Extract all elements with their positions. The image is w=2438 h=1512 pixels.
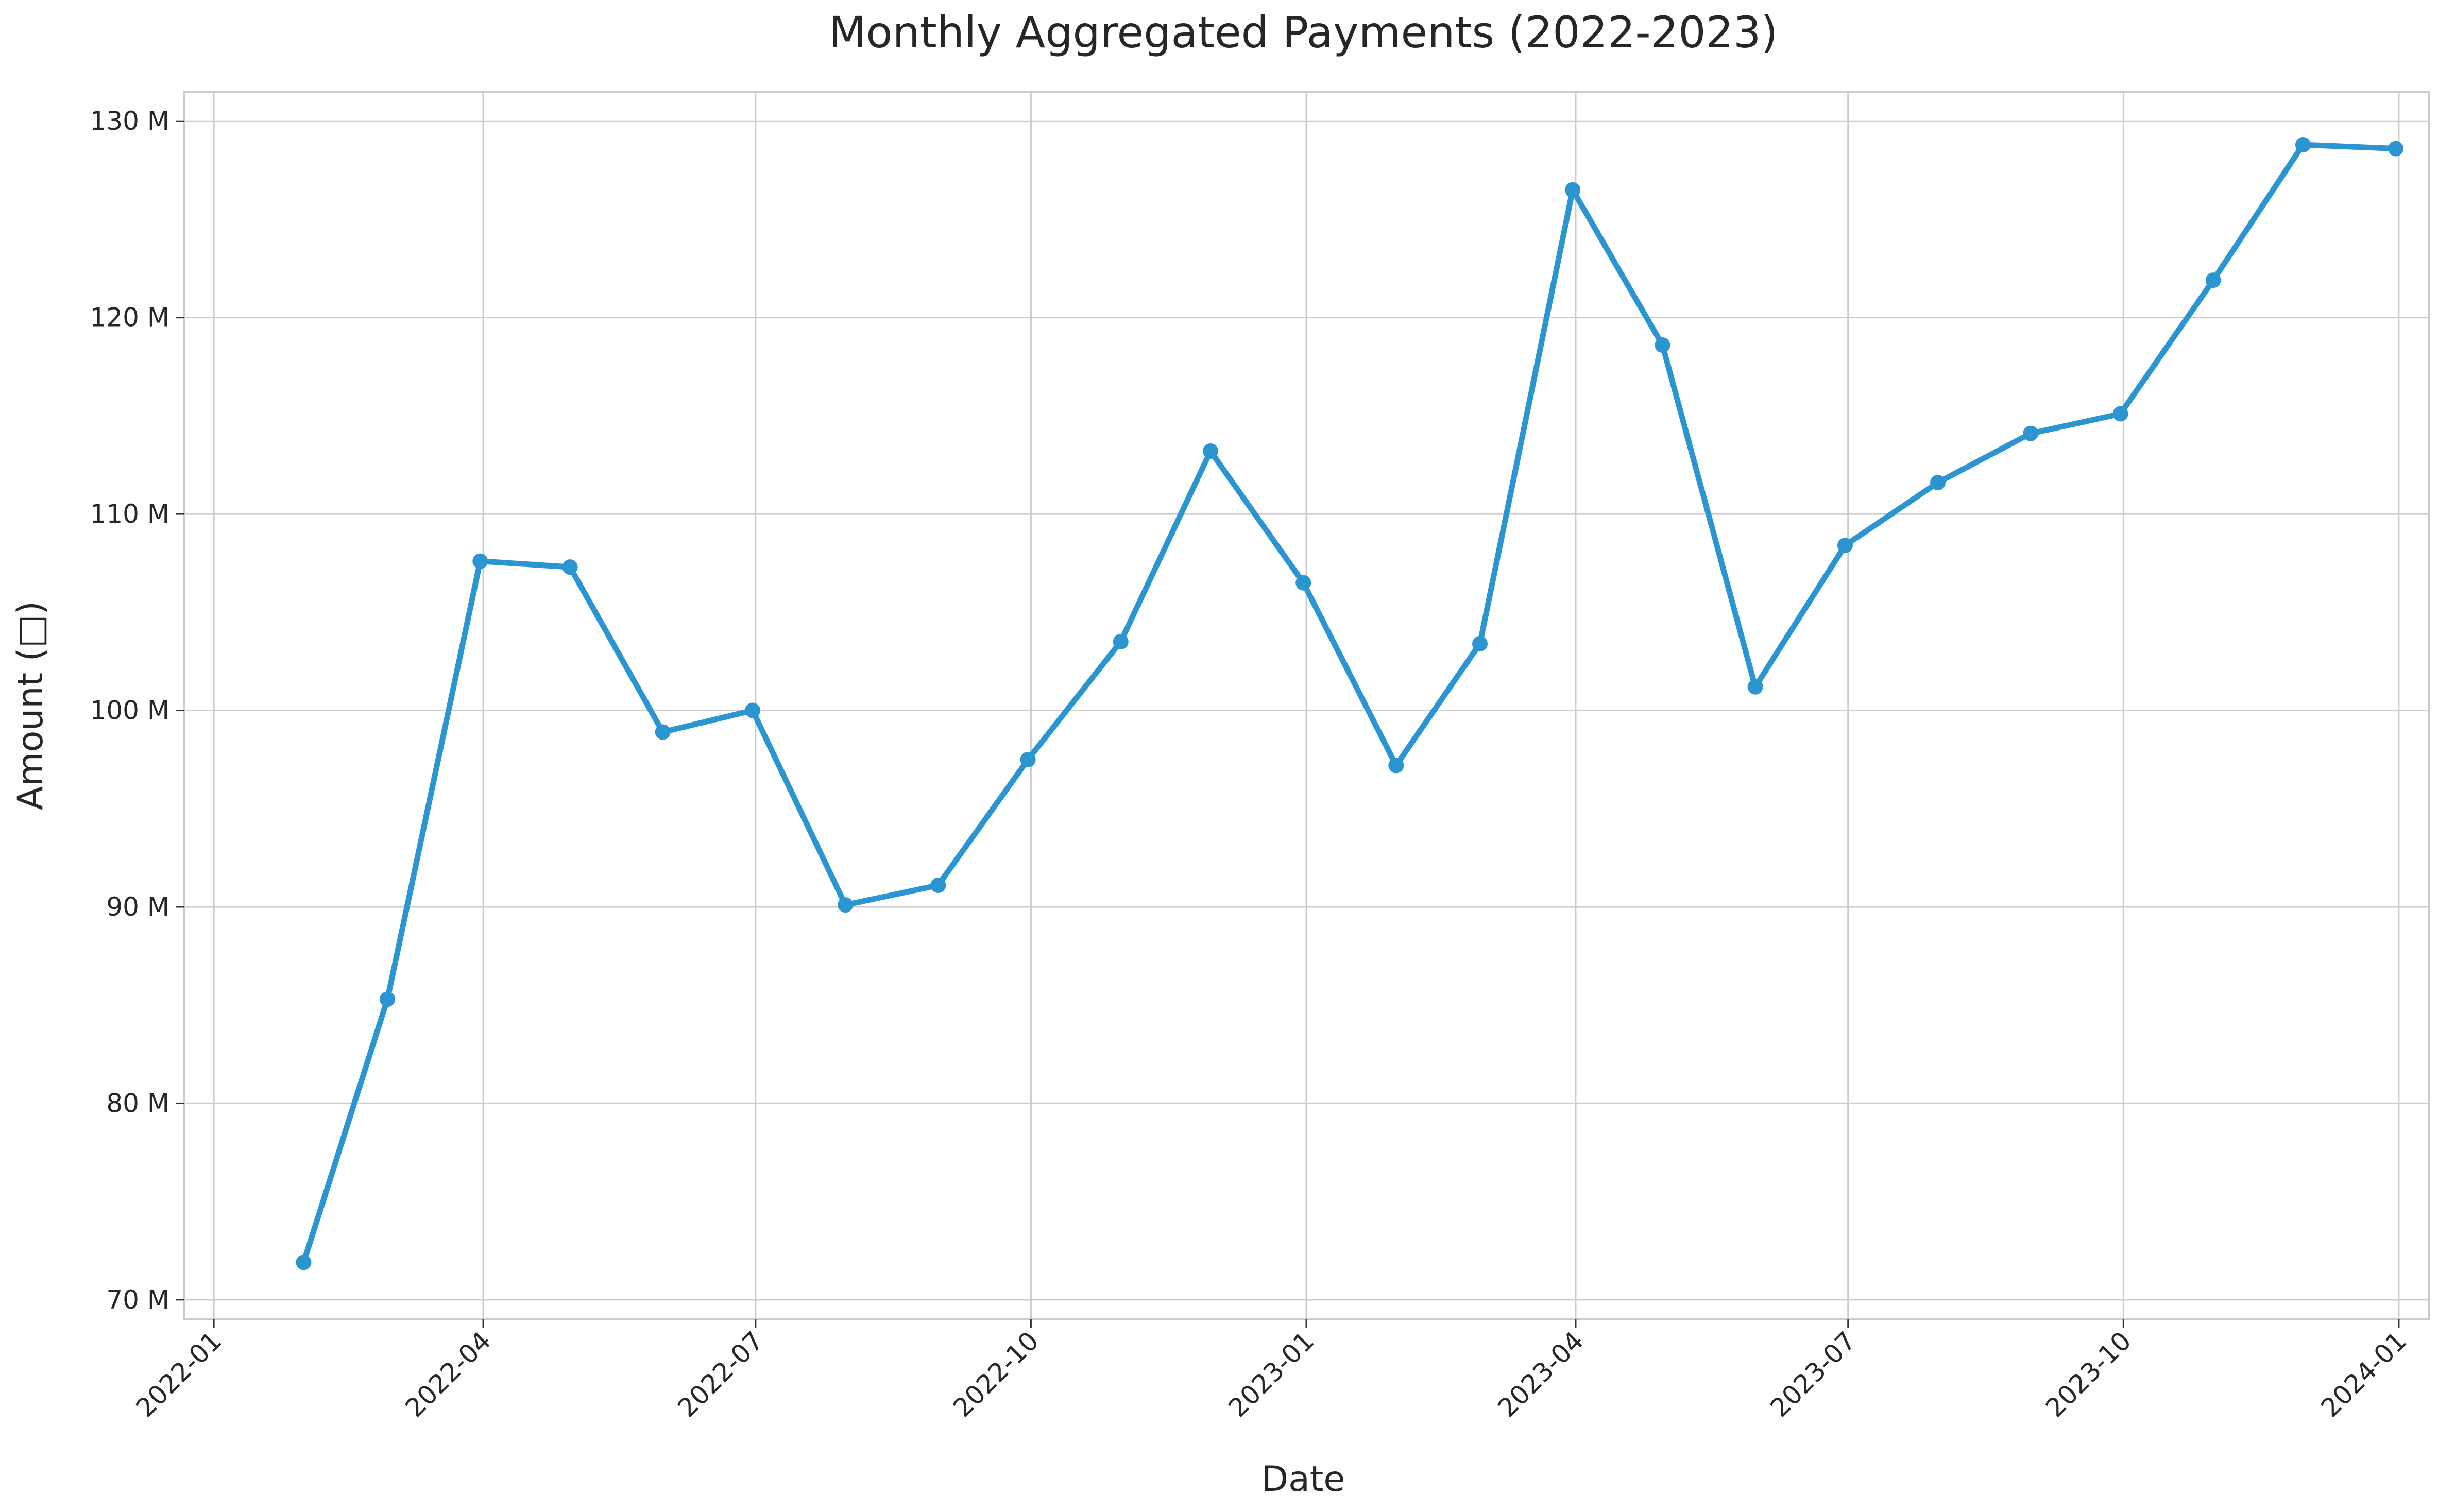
data-point — [1837, 538, 1853, 554]
data-point — [1020, 751, 1036, 767]
data-point — [2295, 136, 2311, 152]
data-point — [1295, 575, 1311, 591]
data-point — [1747, 679, 1763, 695]
data-point — [1388, 758, 1404, 774]
x-tick-label: 2022-01 — [130, 1326, 228, 1423]
data-point — [472, 553, 488, 569]
series-line — [300, 142, 2399, 1265]
data-point — [1565, 182, 1581, 198]
y-axis-ticks: 70 M 80 M 90 M 100 M 110 M 120 M 130 M — [90, 106, 184, 1315]
y-tick-label: 90 M — [106, 892, 169, 922]
x-tick-label: 2023-04 — [1492, 1326, 1590, 1423]
data-point — [2112, 406, 2128, 422]
data-point — [562, 559, 578, 575]
y-tick-label: 70 M — [106, 1285, 169, 1315]
data-point — [296, 1255, 312, 1270]
x-tick-label: 2022-04 — [400, 1326, 497, 1423]
data-point — [380, 991, 396, 1007]
series-layer — [296, 136, 2404, 1270]
data-point — [1113, 634, 1129, 650]
data-point — [745, 702, 761, 718]
x-tick-label: 2024-01 — [2315, 1326, 2413, 1423]
x-tick-label: 2023-07 — [1764, 1326, 1862, 1423]
data-point — [655, 724, 671, 740]
data-point — [1203, 443, 1219, 459]
y-tick-label: 130 M — [90, 106, 169, 136]
chart-title: Monthly Aggregated Payments (2022-2023) — [829, 7, 1778, 58]
data-point — [930, 878, 946, 894]
x-axis-ticks: 2022-01 2022-04 2022-07 2022-10 2023-01 2023-… — [130, 1319, 2413, 1423]
x-axis-label: Date — [1261, 1459, 1345, 1500]
y-tick-label: 80 M — [106, 1088, 169, 1118]
data-point — [838, 897, 854, 913]
data-point — [2388, 141, 2404, 157]
grid-lines — [184, 92, 2429, 1319]
data-point — [2205, 272, 2221, 288]
data-point — [1655, 337, 1670, 353]
x-tick-label: 2023-10 — [2040, 1326, 2137, 1423]
x-tick-label: 2022-10 — [947, 1326, 1045, 1423]
data-point — [1930, 475, 1946, 491]
y-tick-label: 100 M — [90, 696, 169, 726]
data-point — [1472, 635, 1488, 651]
y-axis-label: Amount (□) — [10, 601, 51, 810]
y-tick-label: 110 M — [90, 499, 169, 529]
y-tick-label: 120 M — [90, 303, 169, 333]
x-tick-label: 2023-01 — [1223, 1326, 1320, 1423]
x-tick-label: 2022-07 — [672, 1326, 770, 1423]
data-point — [2023, 425, 2039, 441]
